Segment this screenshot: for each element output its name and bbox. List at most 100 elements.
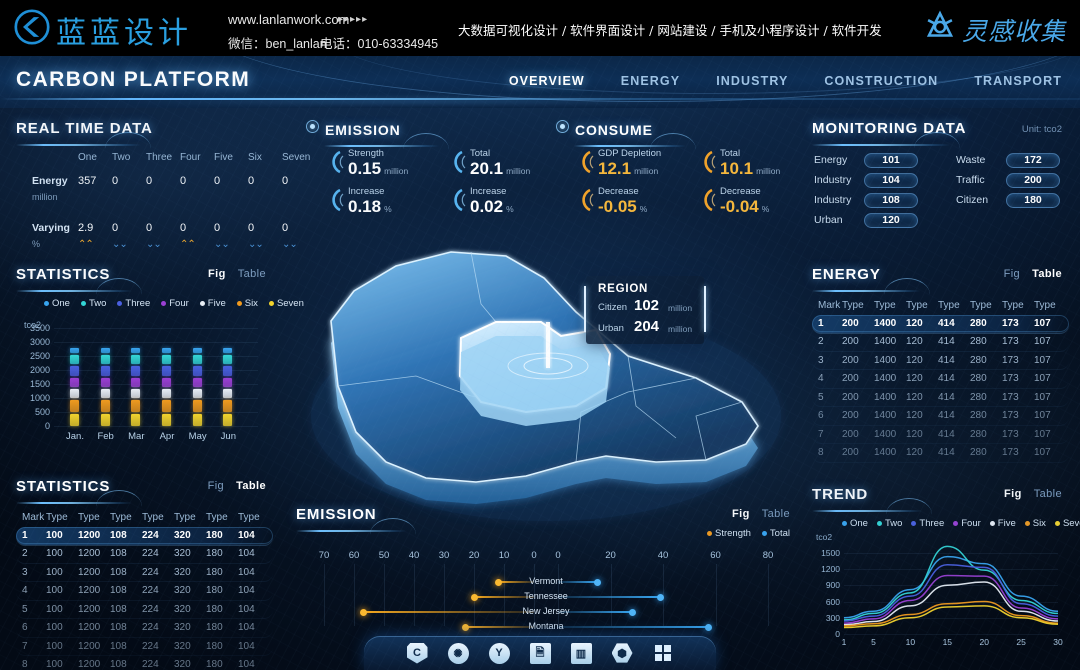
- bar-column[interactable]: [70, 346, 79, 426]
- table-cell: 180: [206, 622, 223, 634]
- monitoring-row[interactable]: Traffic 200: [956, 170, 1060, 190]
- energy-data-table[interactable]: Mark Type Type Type Type Type Type Type 1 200 1400…: [812, 296, 1069, 463]
- bar-total[interactable]: [558, 626, 708, 628]
- table-cell: 107: [1034, 373, 1051, 385]
- legend-swatch-four: [161, 301, 167, 306]
- monitoring-row[interactable]: Urban 120: [814, 210, 918, 230]
- knob-strength[interactable]: [462, 623, 469, 631]
- bar-strength[interactable]: [474, 596, 534, 598]
- table-row[interactable]: 4 100 1200 108 224 320 180 104: [16, 582, 273, 601]
- y-tick-label: 300: [825, 612, 840, 623]
- table-cell: 104: [238, 529, 255, 541]
- monitoring-row[interactable]: Waste 172: [956, 150, 1060, 170]
- x-tick-label-left: 40: [408, 550, 420, 561]
- monitoring-row[interactable]: Industry 104: [814, 170, 918, 190]
- knob-total[interactable]: [594, 578, 602, 586]
- bar-column[interactable]: [100, 346, 110, 426]
- column-header: Mark: [818, 299, 841, 311]
- statistics-data-table[interactable]: Mark Type Type Type Type Type Type Type 1 100 1200…: [16, 508, 273, 670]
- table-cell: 173: [1002, 336, 1019, 348]
- knob-total[interactable]: [657, 593, 665, 601]
- knob-strength[interactable]: [495, 578, 502, 586]
- table-cell: 108: [110, 640, 127, 652]
- legend-swatch-two: [80, 301, 86, 306]
- table-row[interactable]: 2 100 1200 108 224 320 180 104: [16, 545, 273, 564]
- brand-url[interactable]: www.lanlanwork.com: [228, 12, 350, 27]
- bar-strength[interactable]: [363, 611, 534, 613]
- table-row[interactable]: 3 200 1400 120 414 280 173 107: [812, 352, 1069, 370]
- bar-column[interactable]: [192, 346, 202, 426]
- bar-total[interactable]: [558, 596, 661, 598]
- gear-icon[interactable]: ✺: [447, 642, 469, 664]
- table-row[interactable]: 1 200 1400 120 414 280 173 107: [812, 314, 1069, 333]
- tab-table[interactable]: Table: [1033, 488, 1062, 500]
- tab-fig[interactable]: Fig: [207, 480, 225, 492]
- energy-table-title: ENERGY: [812, 266, 881, 283]
- target-icon[interactable]: Y: [488, 642, 510, 664]
- table-row[interactable]: 2 200 1400 120 414 280 173 107: [812, 333, 1069, 352]
- bar-column[interactable]: [131, 346, 141, 426]
- tab-table[interactable]: Table: [761, 508, 790, 520]
- knob-strength[interactable]: [360, 608, 367, 616]
- knob-total[interactable]: [628, 608, 636, 616]
- table-row[interactable]: 1 100 1200 108 224 320 180 104: [16, 526, 273, 545]
- monitoring-row[interactable]: Citizen 180: [956, 190, 1060, 210]
- nav-item-industry[interactable]: INDUSTRY: [716, 74, 789, 88]
- tab-table[interactable]: Table: [237, 268, 266, 280]
- document-icon[interactable]: 🗎: [529, 642, 551, 664]
- x-tick-label-right: 40: [657, 550, 669, 561]
- col-six: Six: [248, 152, 262, 163]
- knob-strength[interactable]: [471, 593, 478, 601]
- tooltip-left-bar: [584, 286, 586, 332]
- table-cell: 414: [938, 317, 955, 329]
- tab-table[interactable]: Table: [236, 480, 266, 492]
- table-cell: 320: [174, 585, 191, 597]
- bar-total[interactable]: [558, 611, 632, 613]
- table-row[interactable]: 5 100 1200 108 224 320 180 104: [16, 601, 273, 619]
- monitoring-left-column: Energy 101 Industry 104 Industry 108 Urb…: [814, 150, 918, 230]
- bar-strength[interactable]: [498, 581, 534, 583]
- nav-item-overview[interactable]: OVERVIEW: [508, 74, 585, 88]
- tab-fig[interactable]: Fig: [732, 508, 750, 520]
- table-cell: 1200: [78, 566, 101, 578]
- nav-item-transport[interactable]: TRANSPORT: [974, 74, 1062, 88]
- table-row[interactable]: 8 200 1400 120 414 280 173 107: [812, 444, 1069, 463]
- statistics-bar-chart[interactable]: tco2 3500 3000 2500 2000 1500 1000 500 0 Jan. Feb…: [20, 320, 270, 442]
- grid-icon[interactable]: [653, 643, 674, 664]
- chip-icon[interactable]: C: [406, 642, 428, 664]
- table-row[interactable]: 4 200 1400 120 414 280 173 107: [812, 370, 1069, 389]
- emission-tornado-chart[interactable]: 70 60 50 40 30 20 10 0 0 20 40 60 80 Vermont Tennessee…: [296, 542, 796, 631]
- grid-line: [844, 569, 1058, 571]
- table-cell: 414: [938, 428, 955, 440]
- tab-fig[interactable]: Fig: [1003, 268, 1021, 280]
- monitoring-row[interactable]: Energy 101: [814, 150, 918, 170]
- bar-column[interactable]: [162, 346, 171, 426]
- inspiration-label: 灵感收集: [962, 17, 1067, 46]
- table-row[interactable]: 6 200 1400 120 414 280 173 107: [812, 407, 1069, 426]
- table-cell: 1200: [78, 603, 101, 615]
- swoosh-icon: [582, 150, 594, 174]
- bar-column[interactable]: [223, 346, 233, 426]
- window-icon[interactable]: ▥: [570, 642, 592, 664]
- table-row[interactable]: 8 100 1200 108 224 320 180 104: [16, 656, 273, 670]
- monitoring-row[interactable]: Industry 108: [814, 190, 918, 210]
- grid-line: [558, 564, 559, 626]
- tab-table[interactable]: Table: [1032, 268, 1062, 280]
- trend-line-chart[interactable]: tco2 1500 1200 900 600 300 0 1 5 10 15 20 25 30: [812, 532, 1066, 652]
- table-row[interactable]: 5 200 1400 120 414 280 173 107: [812, 389, 1069, 407]
- bar-strength[interactable]: [465, 626, 534, 628]
- y-tick-label: 3000: [29, 337, 50, 347]
- kpi-label: Decrease: [598, 186, 639, 197]
- nav-item-energy[interactable]: ENERGY: [620, 74, 681, 88]
- table-row[interactable]: 3 100 1200 108 224 320 180 104: [16, 564, 273, 582]
- region-map[interactable]: REGION Citizen 102 million Urban 204 mil…: [276, 226, 816, 546]
- bar-total[interactable]: [558, 581, 598, 583]
- table-row[interactable]: 7 200 1400 120 414 280 173 107: [812, 426, 1069, 444]
- tab-fig[interactable]: Fig: [1004, 488, 1022, 500]
- table-row[interactable]: 7 100 1200 108 224 320 180 104: [16, 638, 273, 656]
- tab-fig[interactable]: Fig: [208, 268, 226, 280]
- nav-item-construction[interactable]: CONSTRUCTION: [824, 74, 939, 88]
- hexagon-icon[interactable]: ⬢: [611, 643, 633, 663]
- knob-total[interactable]: [704, 623, 712, 631]
- table-row[interactable]: 6 100 1200 108 224 320 180 104: [16, 619, 273, 638]
